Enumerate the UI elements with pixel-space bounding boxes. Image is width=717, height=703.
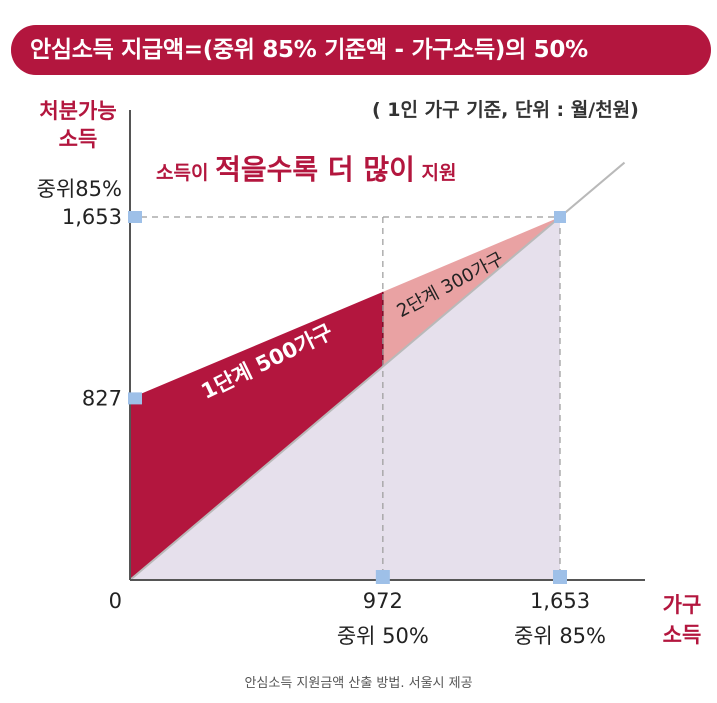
headline-emphasis: 적을수록 더 많이 [215, 153, 415, 186]
infographic-frame: 안심소득 지급액=(중위 85% 기준액 - 가구소득)의 50% ( 1인 가… [11, 25, 714, 650]
x-tick-marker-0 [375, 570, 390, 584]
y-axis-label: 처분가능 소득 [22, 97, 134, 153]
headline-post: 지원 [414, 162, 457, 184]
y-tick-label-2: 1,653 [62, 205, 122, 229]
y-axis-label-line1: 처분가능 [39, 99, 117, 123]
y-tick-extra-2: 중위85% [37, 177, 122, 201]
x-tick-label-1: 1,653 [530, 589, 590, 613]
x-axis-label-line2: 소득 [662, 623, 702, 647]
y-tick-marker-2 [128, 211, 142, 223]
x-tick-sub-1: 중위 85% [514, 624, 606, 648]
unit-basis-note: ( 1인 가구 기준, 단위 : 월/천원) [372, 99, 639, 121]
image-caption: 안심소득 지원금액 산출 방법. 서울시 제공 [244, 676, 473, 691]
x-axis-label-line1: 가구 [662, 593, 702, 617]
corner-marker [554, 211, 566, 223]
y-tick-marker-1 [128, 392, 142, 405]
x-tick-marker-1 [553, 570, 567, 584]
x-tick-sub-0: 중위 50% [337, 624, 429, 648]
infographic-title: 안심소득 지급액=(중위 85% 기준액 - 가구소득)의 50% [30, 37, 588, 63]
title-pill [11, 25, 711, 75]
reference-line [129, 161, 626, 581]
x-tick-label-0: 972 [363, 589, 403, 613]
headline-pre: 소득이 [156, 162, 216, 184]
x-axis-label: 가구 소득 [650, 590, 714, 650]
y-tick-label-1: 827 [82, 386, 122, 410]
y-tick-label-0: 0 [109, 589, 122, 613]
headline: 소득이 적을수록 더 많이 지원 [156, 148, 456, 188]
y-axis-label-line2: 소득 [58, 127, 98, 151]
stage1-area [130, 291, 383, 580]
